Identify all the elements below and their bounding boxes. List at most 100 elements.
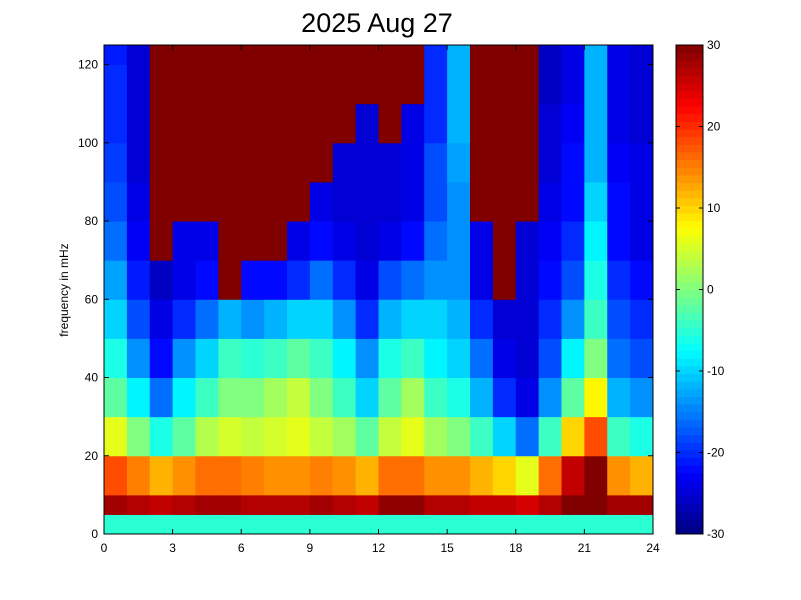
heatmap-cell bbox=[195, 260, 219, 300]
heatmap-cell bbox=[515, 514, 540, 535]
colorbar-step bbox=[676, 411, 703, 420]
heatmap-cell bbox=[538, 142, 562, 183]
colorbar-step bbox=[676, 167, 703, 176]
heatmap-cell bbox=[447, 514, 471, 535]
heatmap-cell bbox=[584, 514, 608, 535]
colorbar-step bbox=[676, 98, 703, 107]
heatmap-cell bbox=[561, 455, 585, 496]
heatmap-cell bbox=[241, 221, 265, 261]
heatmap-cell bbox=[218, 64, 242, 105]
colorbar-step bbox=[676, 297, 703, 306]
heatmap-cell bbox=[538, 416, 562, 457]
colorbar-step bbox=[676, 281, 703, 290]
colorbar-step bbox=[676, 220, 703, 229]
heatmap-cell bbox=[630, 142, 654, 183]
colorbar-step bbox=[676, 396, 703, 405]
heatmap-cell bbox=[607, 221, 631, 261]
colorbar-step bbox=[676, 434, 703, 443]
heatmap-cell bbox=[492, 299, 517, 339]
heatmap-cell bbox=[195, 455, 219, 496]
x-tick-label: 0 bbox=[101, 541, 108, 555]
heatmap-cell bbox=[355, 455, 379, 496]
heatmap-cell bbox=[287, 455, 311, 496]
heatmap-cell bbox=[264, 514, 288, 535]
heatmap-cell bbox=[309, 455, 334, 496]
heatmap-cell bbox=[287, 64, 311, 105]
x-tick-label: 24 bbox=[646, 541, 660, 555]
heatmap-cell bbox=[287, 338, 311, 379]
heatmap-cell bbox=[218, 455, 242, 496]
heatmap-cell bbox=[538, 514, 562, 535]
heatmap-cell bbox=[355, 142, 379, 183]
heatmap-cell bbox=[424, 260, 448, 300]
heatmap-cell bbox=[104, 181, 128, 222]
heatmap-cell bbox=[126, 514, 151, 535]
heatmap-cell bbox=[584, 299, 608, 339]
heatmap-cell bbox=[630, 455, 654, 496]
heatmap-cell bbox=[195, 416, 219, 457]
colorbar-step bbox=[676, 197, 703, 206]
heatmap-cell bbox=[332, 221, 357, 261]
heatmap-cell bbox=[515, 221, 540, 261]
heatmap-cell bbox=[104, 338, 128, 379]
heatmap-cell bbox=[218, 494, 242, 515]
heatmap-cell bbox=[378, 45, 402, 66]
heatmap-cell bbox=[172, 142, 196, 183]
heatmap-cell bbox=[584, 142, 608, 183]
colorbar-step bbox=[676, 190, 703, 199]
heatmap-cell bbox=[287, 299, 311, 339]
heatmap-cell bbox=[264, 494, 288, 515]
heatmap-cell bbox=[584, 103, 608, 144]
heatmap-cell bbox=[126, 45, 151, 66]
heatmap-cell bbox=[172, 299, 196, 339]
colorbar-step bbox=[676, 266, 703, 275]
heatmap-cell bbox=[401, 514, 425, 535]
colorbar-step bbox=[676, 52, 703, 61]
heatmap-cell bbox=[332, 260, 357, 300]
heatmap-cell bbox=[195, 514, 219, 535]
colorbar-step bbox=[676, 511, 703, 520]
heatmap-cell bbox=[126, 260, 151, 300]
heatmap-cell bbox=[515, 181, 540, 222]
heatmap-cell bbox=[149, 221, 174, 261]
colorbar-step bbox=[676, 304, 703, 313]
colorbar-step bbox=[676, 472, 703, 482]
heatmap-cell bbox=[241, 494, 265, 515]
colorbar-step bbox=[676, 342, 703, 352]
heatmap-cell bbox=[538, 45, 562, 66]
colorbar-tick-label: 20 bbox=[707, 120, 721, 134]
heatmap-cell bbox=[492, 64, 517, 105]
heatmap-cell bbox=[607, 338, 631, 379]
heatmap-cell bbox=[195, 45, 219, 66]
colorbar-step bbox=[676, 404, 703, 413]
colorbar-step bbox=[676, 121, 703, 130]
colorbar-step bbox=[676, 289, 703, 298]
heatmap-cell bbox=[355, 45, 379, 66]
heatmap-cell bbox=[264, 64, 288, 105]
colorbar-step bbox=[676, 60, 703, 69]
heatmap-cell bbox=[470, 455, 494, 496]
heatmap-cell bbox=[584, 260, 608, 300]
colorbar-step bbox=[676, 182, 703, 191]
y-tick-label: 100 bbox=[78, 136, 98, 150]
heatmap-cell bbox=[126, 416, 151, 457]
heatmap-cell bbox=[561, 514, 585, 535]
heatmap-cell bbox=[172, 455, 196, 496]
x-tick-label: 12 bbox=[372, 541, 386, 555]
heatmap-cell bbox=[287, 494, 311, 515]
heatmap-cell bbox=[309, 377, 334, 418]
heatmap-cell bbox=[630, 221, 654, 261]
heatmap-cell bbox=[104, 494, 128, 515]
heatmap-cell bbox=[378, 455, 402, 496]
heatmap-cell bbox=[401, 416, 425, 457]
heatmap-cell bbox=[630, 494, 654, 515]
heatmap-cell bbox=[241, 181, 265, 222]
colorbar-tick-label: 0 bbox=[707, 283, 714, 297]
heatmap-cell bbox=[561, 142, 585, 183]
heatmap-cell bbox=[218, 299, 242, 339]
heatmap-cell bbox=[378, 377, 402, 418]
heatmap-cell bbox=[126, 338, 151, 379]
colorbar-step bbox=[676, 312, 703, 321]
heatmap-cell bbox=[470, 260, 494, 300]
heatmap-cell bbox=[287, 514, 311, 535]
